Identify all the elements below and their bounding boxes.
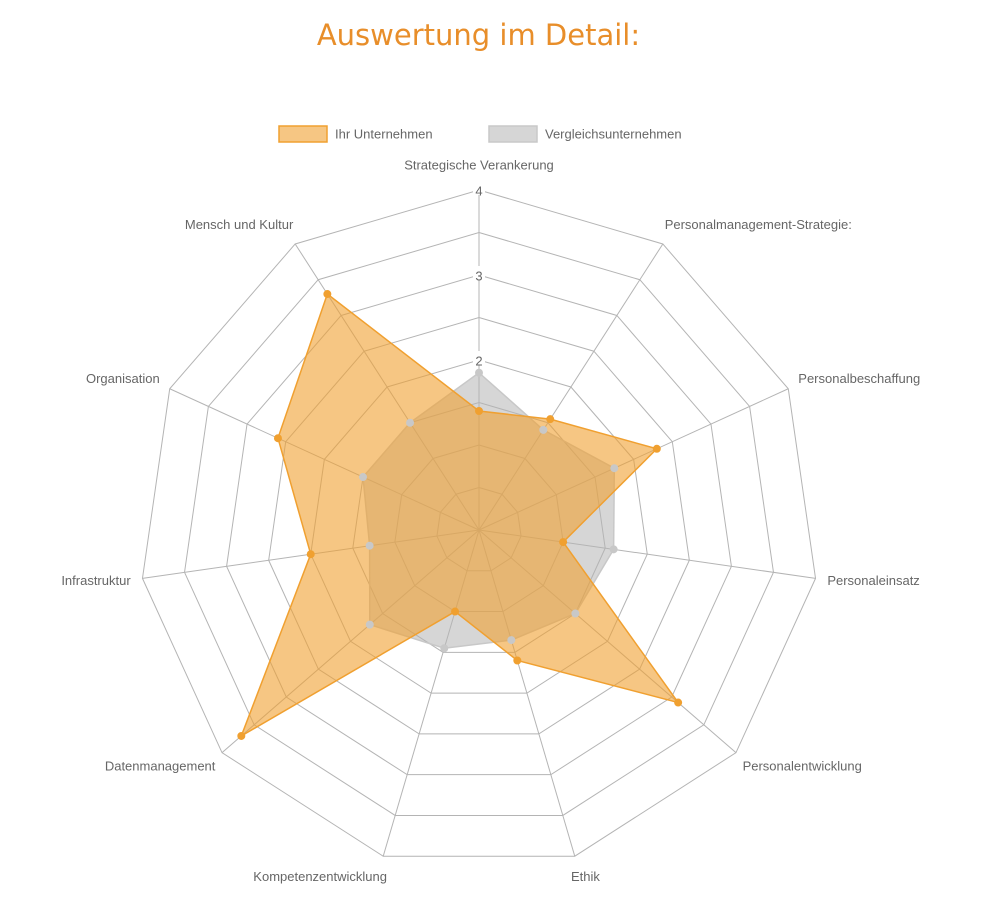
tick-label: 3 <box>475 268 482 283</box>
axis-label: Ethik <box>571 869 600 884</box>
series-point[interactable] <box>359 473 368 482</box>
radar-axis-labels: Strategische Verankerung Personalmanageme… <box>61 157 920 883</box>
series-point[interactable] <box>237 731 246 740</box>
axis-label: Strategische Verankerung <box>404 157 554 172</box>
tick-label-bg <box>473 351 485 365</box>
axis-label: Organisation <box>86 371 160 386</box>
series-point[interactable] <box>609 545 618 554</box>
chart-legend: Ihr Unternehmen Vergleichsunternehmen <box>278 125 682 143</box>
series-point[interactable] <box>406 418 415 427</box>
axis-label: Datenmanagement <box>105 758 216 773</box>
tick-label-bg <box>473 266 485 280</box>
series-point[interactable] <box>306 550 315 559</box>
radar-ticks: 2 3 4 <box>473 181 485 368</box>
series-point[interactable] <box>323 290 332 299</box>
legend-label[interactable]: Ihr Unternehmen <box>335 126 433 141</box>
grid-ring <box>141 189 817 857</box>
series-point[interactable] <box>507 636 516 645</box>
series-point[interactable] <box>365 541 374 550</box>
series-point[interactable] <box>674 698 683 707</box>
legend-swatch[interactable] <box>278 125 328 143</box>
axis-label: Mensch und Kultur <box>185 217 294 232</box>
grid-ring <box>226 274 732 776</box>
grid-ring <box>184 231 774 816</box>
axis-label: Infrastruktur <box>61 573 131 588</box>
axis-label: Personalbeschaffung <box>798 371 920 386</box>
series-point[interactable] <box>559 538 568 547</box>
legend-label[interactable]: Vergleichsunternehmen <box>545 126 682 141</box>
series-point[interactable] <box>610 464 619 473</box>
series-point[interactable] <box>571 609 580 618</box>
series-point[interactable] <box>475 368 483 377</box>
axis-label: Personalentwicklung <box>743 758 862 773</box>
series-point[interactable] <box>451 607 460 616</box>
series-point[interactable] <box>475 407 483 415</box>
series-point[interactable] <box>513 656 522 665</box>
axis-label: Kompetenzentwicklung <box>253 869 387 884</box>
tick-label: 4 <box>475 183 482 198</box>
legend-swatch[interactable] <box>488 125 538 143</box>
radar-series <box>237 290 683 740</box>
series-point[interactable] <box>546 415 555 424</box>
tick-label-bg <box>473 181 485 195</box>
series-point[interactable] <box>365 620 374 629</box>
series-point[interactable] <box>652 444 661 453</box>
series-area <box>239 292 680 738</box>
axis-label: Personalmanagement-Strategie: <box>665 217 852 232</box>
series-point[interactable] <box>539 425 548 434</box>
tick-label: 2 <box>475 353 482 368</box>
series-point[interactable] <box>440 644 449 653</box>
series-point[interactable] <box>273 434 282 443</box>
page-title: Auswertung im Detail: <box>316 18 641 52</box>
axis-label: Personaleinsatz <box>827 573 920 588</box>
